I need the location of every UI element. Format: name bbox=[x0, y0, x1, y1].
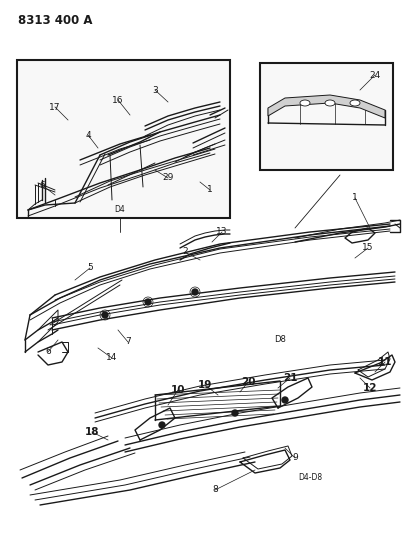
Text: 1: 1 bbox=[207, 185, 212, 195]
Text: 17: 17 bbox=[49, 102, 61, 111]
Text: 6: 6 bbox=[45, 348, 51, 357]
Circle shape bbox=[159, 422, 164, 428]
Text: D4: D4 bbox=[115, 205, 125, 214]
Ellipse shape bbox=[349, 100, 359, 106]
Text: 4: 4 bbox=[85, 131, 90, 140]
Text: 12: 12 bbox=[362, 383, 376, 393]
Text: 14: 14 bbox=[106, 353, 117, 362]
Text: D4-D8: D4-D8 bbox=[297, 473, 321, 482]
Text: 6: 6 bbox=[39, 181, 45, 190]
Circle shape bbox=[102, 312, 108, 318]
Text: 24: 24 bbox=[369, 70, 380, 79]
Bar bbox=[17, 60, 229, 218]
Text: 18: 18 bbox=[85, 427, 99, 437]
Text: 16: 16 bbox=[112, 95, 124, 104]
Text: 1: 1 bbox=[351, 193, 357, 203]
Circle shape bbox=[145, 299, 151, 305]
Text: 9: 9 bbox=[291, 454, 297, 463]
Circle shape bbox=[231, 410, 237, 416]
Circle shape bbox=[191, 289, 198, 295]
Text: D8: D8 bbox=[273, 335, 285, 344]
Text: 15: 15 bbox=[362, 244, 373, 253]
Polygon shape bbox=[267, 95, 384, 118]
Text: 8313 400 A: 8313 400 A bbox=[18, 14, 92, 27]
Text: 11: 11 bbox=[377, 357, 391, 367]
Text: 10: 10 bbox=[170, 385, 185, 395]
Text: 13: 13 bbox=[216, 228, 227, 237]
Circle shape bbox=[281, 397, 287, 403]
Bar bbox=[259, 63, 392, 170]
Text: 8: 8 bbox=[211, 486, 217, 495]
Text: 21: 21 bbox=[282, 373, 297, 383]
Text: 3: 3 bbox=[152, 85, 157, 94]
Text: 5: 5 bbox=[87, 263, 93, 272]
Text: 2: 2 bbox=[182, 247, 187, 256]
Ellipse shape bbox=[324, 100, 334, 106]
Text: 29: 29 bbox=[162, 174, 173, 182]
Text: 7: 7 bbox=[125, 337, 130, 346]
Text: 19: 19 bbox=[197, 380, 212, 390]
Text: 20: 20 bbox=[240, 377, 255, 387]
Ellipse shape bbox=[299, 100, 309, 106]
